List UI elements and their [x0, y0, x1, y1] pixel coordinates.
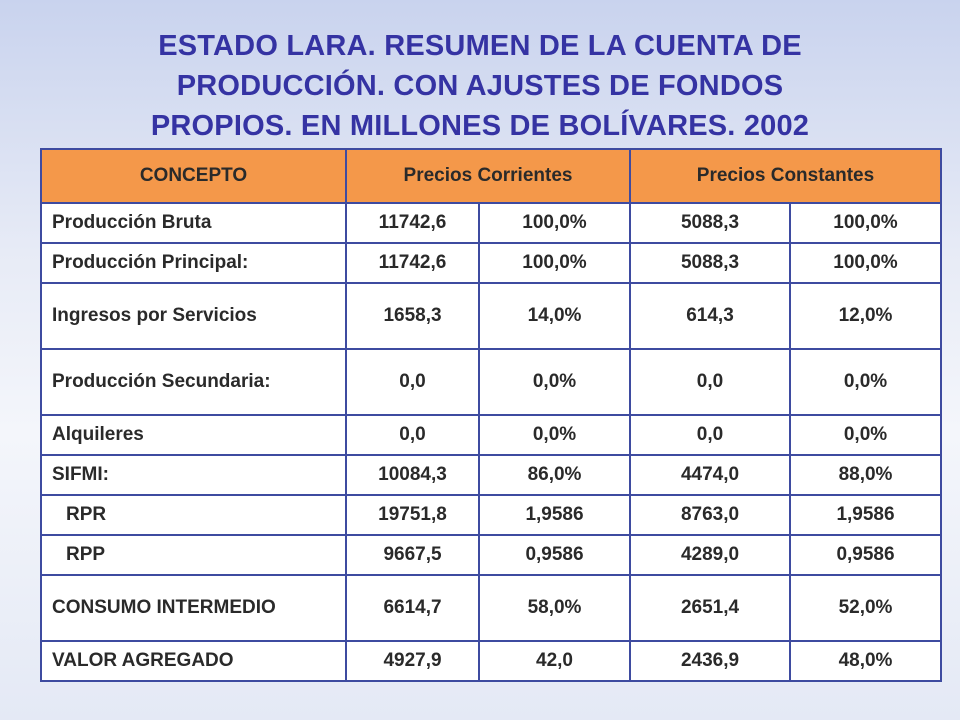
constant-percent: 1,9586: [789, 494, 942, 536]
row-concept: RPP: [40, 534, 347, 576]
row-concept: SIFMI:: [40, 454, 347, 496]
current-value: 6614,7: [345, 574, 480, 642]
constant-percent: 48,0%: [789, 640, 942, 682]
row-concept: Producción Secundaria:: [40, 348, 347, 416]
current-value: 19751,8: [345, 494, 480, 536]
current-value: 4927,9: [345, 640, 480, 682]
row-concept: Alquileres: [40, 414, 347, 456]
table-row: RPP 9667,5 0,9586 4289,0 0,9586: [40, 534, 942, 576]
table-row: RPR 19751,8 1,9586 8763,0 1,9586: [40, 494, 942, 536]
current-percent: 0,0%: [478, 348, 631, 416]
title-line-1: ESTADO LARA. RESUMEN DE LA CUENTA DE: [158, 30, 802, 62]
current-percent: 42,0: [478, 640, 631, 682]
current-value: 1658,3: [345, 282, 480, 350]
current-percent: 100,0%: [478, 242, 631, 284]
row-concept: Ingresos por Servicios: [40, 282, 347, 350]
constant-value: 614,3: [629, 282, 791, 350]
current-percent: 100,0%: [478, 202, 631, 244]
title-line-3: PROPIOS. EN MILLONES DE BOLÍVARES. 2002: [150, 110, 810, 142]
current-percent: 86,0%: [478, 454, 631, 496]
constant-value: 4474,0: [629, 454, 791, 496]
constant-percent: 88,0%: [789, 454, 942, 496]
constant-value: 2436,9: [629, 640, 791, 682]
current-value: 11742,6: [345, 242, 480, 284]
constant-value: 2651,4: [629, 574, 791, 642]
constant-percent: 0,0%: [789, 348, 942, 416]
current-value: 0,0: [345, 414, 480, 456]
table-row: Producción Bruta 11742,6 100,0% 5088,3 1…: [40, 202, 942, 244]
header-precios-constantes: Precios Constantes: [629, 148, 942, 204]
constant-value: 0,0: [629, 348, 791, 416]
table-row: CONSUMO INTERMEDIO 6614,7 58,0% 2651,4 5…: [40, 574, 942, 642]
current-value: 10084,3: [345, 454, 480, 496]
production-summary-table: CONCEPTO Precios Corrientes Precios Cons…: [40, 148, 942, 682]
current-percent: 0,0%: [478, 414, 631, 456]
row-concept: VALOR AGREGADO: [40, 640, 347, 682]
constant-value: 4289,0: [629, 534, 791, 576]
constant-percent: 0,0%: [789, 414, 942, 456]
header-precios-corrientes: Precios Corrientes: [345, 148, 631, 204]
slide-title: ESTADO LARA. RESUMEN DE LA CUENTA DE PRO…: [40, 26, 920, 146]
row-concept: Producción Bruta: [40, 202, 347, 244]
table-row: Alquileres 0,0 0,0% 0,0 0,0%: [40, 414, 942, 456]
table-row: Ingresos por Servicios 1658,3 14,0% 614,…: [40, 282, 942, 350]
current-value: 11742,6: [345, 202, 480, 244]
constant-percent: 52,0%: [789, 574, 942, 642]
current-percent: 58,0%: [478, 574, 631, 642]
row-concept: RPR: [40, 494, 347, 536]
title-line-2: PRODUCCIÓN. CON AJUSTES DE FONDOS: [176, 70, 784, 102]
table-row: Producción Secundaria: 0,0 0,0% 0,0 0,0%: [40, 348, 942, 416]
row-concept: Producción Principal:: [40, 242, 347, 284]
constant-value: 5088,3: [629, 202, 791, 244]
table-header-row: CONCEPTO Precios Corrientes Precios Cons…: [40, 148, 942, 204]
constant-percent: 100,0%: [789, 202, 942, 244]
header-concepto: CONCEPTO: [40, 148, 347, 204]
table-row: Producción Principal: 11742,6 100,0% 508…: [40, 242, 942, 284]
constant-percent: 0,9586: [789, 534, 942, 576]
constant-percent: 100,0%: [789, 242, 942, 284]
table-row: SIFMI: 10084,3 86,0% 4474,0 88,0%: [40, 454, 942, 496]
constant-value: 5088,3: [629, 242, 791, 284]
current-percent: 14,0%: [478, 282, 631, 350]
current-percent: 0,9586: [478, 534, 631, 576]
constant-percent: 12,0%: [789, 282, 942, 350]
current-value: 9667,5: [345, 534, 480, 576]
row-concept: CONSUMO INTERMEDIO: [40, 574, 347, 642]
current-value: 0,0: [345, 348, 480, 416]
table-row: VALOR AGREGADO 4927,9 42,0 2436,9 48,0%: [40, 640, 942, 682]
constant-value: 0,0: [629, 414, 791, 456]
current-percent: 1,9586: [478, 494, 631, 536]
constant-value: 8763,0: [629, 494, 791, 536]
